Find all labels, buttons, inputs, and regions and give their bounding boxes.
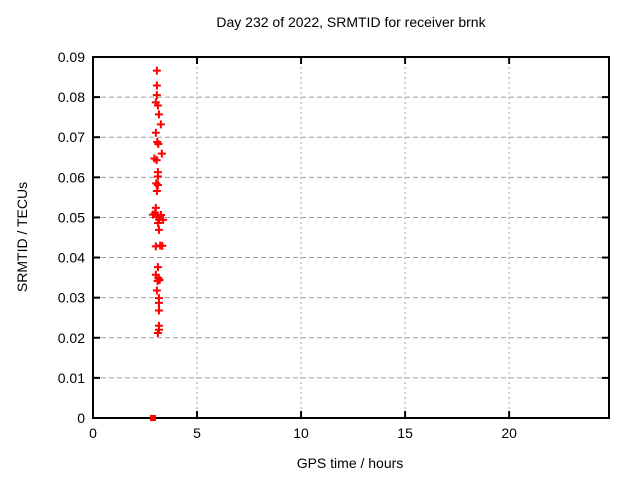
data-point [157,149,166,158]
y-tick-label: 0.04 [58,250,85,266]
zero-data-point [149,415,156,421]
data-point [153,328,162,337]
x-tick-label: 15 [397,425,413,441]
data-point [153,172,162,181]
data-point [152,156,161,165]
y-tick-label: 0.01 [58,370,85,386]
y-tick-label: 0.06 [58,169,85,185]
data-point [152,66,161,75]
x-tick-label: 20 [501,425,517,441]
y-tick-label: 0.02 [58,330,85,346]
data-point [153,180,162,189]
x-axis-label: GPS time / hours [297,455,404,471]
y-tick-label: 0.08 [58,89,85,105]
data-point [154,219,163,228]
data-point [153,276,162,285]
data-point [152,179,161,188]
y-tick-label: 0.03 [58,290,85,306]
plot-area: 0 0.01 0.02 0.03 0.04 0.05 0.06 0.07 0.08 0.09 0 5 1… [58,49,610,441]
x-tick-label: 5 [193,425,201,441]
x-tick-label: 0 [89,425,97,441]
data-point [154,306,163,315]
data-point [154,225,163,234]
y-tick-label: 0.07 [58,129,85,145]
x-tick-label: 10 [293,425,309,441]
data-point [151,128,160,137]
data-point [152,91,161,100]
y-tick-label: 0 [77,410,85,426]
data-point [157,211,166,220]
chart-title: Day 232 of 2022, SRMTID for receiver brn… [216,14,486,30]
y-tick-label: 0.05 [58,209,85,225]
data-point [153,263,162,272]
data-point [152,81,161,90]
data-point [152,286,161,295]
data-point [156,120,165,129]
y-tick-label: 0.09 [58,49,85,65]
data-point [159,215,168,224]
data-point [151,208,160,217]
data-point [152,186,161,195]
data-point [158,241,167,250]
data-point [154,298,163,307]
y-axis-label: SRMTID / TECUs [14,182,30,292]
data-point [154,140,163,149]
plot-border [92,56,610,419]
data-point [153,101,162,110]
data-point [154,110,163,119]
